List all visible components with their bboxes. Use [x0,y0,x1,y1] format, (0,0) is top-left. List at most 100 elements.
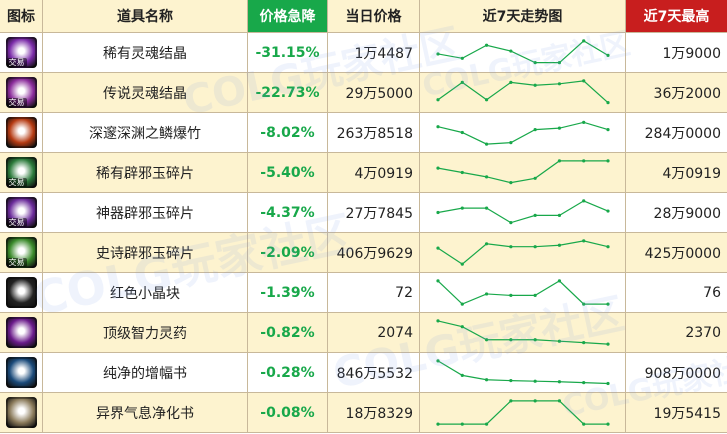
trend-line [438,400,608,425]
price-change: -0.28% [248,353,328,393]
trend-sparkline [436,79,610,105]
trend-point [533,293,537,297]
trend-point [557,213,562,217]
max-price: 76 [626,273,727,313]
max-price: 19万5415 [626,393,727,433]
trend-point [533,83,537,87]
trend-cell [420,353,626,393]
scroll-icon [5,397,37,428]
trend-point [606,422,610,426]
trend-point [436,125,440,129]
max-price: 4万0919 [626,153,727,193]
item-name: 红色小晶块 [43,273,248,313]
epic-jade-icon: 交易 [5,237,37,268]
trend-point [557,82,562,86]
trend-point [606,381,610,386]
trend-cell [420,233,626,273]
trend-point [484,242,489,246]
max-price: 36万2000 [626,73,727,113]
trend-sparkline [436,39,610,65]
trend-point [484,422,489,426]
trend-point [484,98,489,102]
trend-sparkline [436,159,610,185]
trend-point [606,101,610,105]
trend-point [582,302,586,306]
trend-point [436,319,440,323]
max-price: 284万0000 [626,113,727,153]
trend-point [582,120,586,124]
trend-cell [420,153,626,193]
item-name: 稀有辟邪玉碎片 [43,153,248,193]
trend-point [460,56,464,60]
icon-cell: 交易 [0,233,43,273]
trend-cell [420,113,626,153]
icon-cell [0,273,43,313]
current-price: 29万5000 [328,73,420,113]
trend-point [460,262,464,266]
trend-point [606,53,610,57]
current-price: 406万9629 [328,233,420,273]
table-row: 红色小晶块 -1.39% 72 76 [0,273,727,313]
trend-point [582,39,586,43]
trend-point [533,379,537,383]
trend-sparkline [436,359,610,386]
trend-sparkline [436,199,610,225]
trend-point [509,245,513,249]
trend-point [582,79,586,83]
trend-point [533,399,537,403]
table-header: 图标 道具名称 价格急降 当日价格 近7天走势图 近7天最高 [0,0,727,33]
icon-cell: 交易 [0,153,43,193]
trade-badge: 交易 [6,218,27,227]
current-price: 27万7845 [328,193,420,233]
trend-point [582,159,586,163]
trend-point [484,43,489,47]
max-price: 28万9000 [626,193,727,233]
trend-point [582,341,586,345]
current-price: 2074 [328,313,420,353]
price-change: -1.39% [248,273,328,313]
current-price: 263万8518 [328,113,420,153]
max-price: 2370 [626,313,727,353]
trend-point [582,199,586,203]
trend-point [460,206,464,210]
trend-cell [420,73,626,113]
price-change: -4.37% [248,193,328,233]
current-price: 1万4487 [328,33,420,73]
trend-point [557,243,562,247]
icon-cell [0,353,43,393]
trend-line [437,40,609,64]
icon-cell: 交易 [0,73,43,113]
trend-point [606,159,610,163]
header-icon: 图标 [0,0,43,33]
trend-line [437,320,609,345]
trade-badge: 交易 [6,98,27,107]
item-name: 稀有灵魂结晶 [43,33,248,73]
table-row: 交易 稀有辟邪玉碎片 -5.40% 4万0919 4万0919 [0,153,727,193]
trend-point [436,98,440,102]
trend-cell [420,193,626,233]
table-row: 深邃深渊之鳞爆竹 -8.02% 263万8518 284万0000 [0,113,727,153]
trend-point [509,379,513,383]
trend-point [533,61,537,65]
trend-point [436,422,440,426]
max-price: 425万0000 [626,233,727,273]
icon-cell: 交易 [0,193,43,233]
max-price: 1万9000 [626,33,727,73]
table-row: 纯净的增幅书 -0.28% 846万5532 908万0000 [0,353,727,393]
trend-sparkline [436,399,610,426]
trend-point [509,181,513,185]
trend-point [557,61,562,65]
trend-point [557,126,562,130]
trend-point [533,176,537,180]
current-price: 18万8329 [328,393,420,433]
trend-line [437,280,608,305]
trend-point [484,142,489,146]
potion-icon [5,317,37,348]
trend-point [509,80,513,84]
trend-point [484,292,489,296]
table-row: 交易 传说灵魂结晶 -22.73% 29万5000 36万2000 [0,73,727,113]
trend-point [436,279,440,283]
artifact-jade-icon: 交易 [5,197,37,228]
price-change: -8.02% [248,113,328,153]
